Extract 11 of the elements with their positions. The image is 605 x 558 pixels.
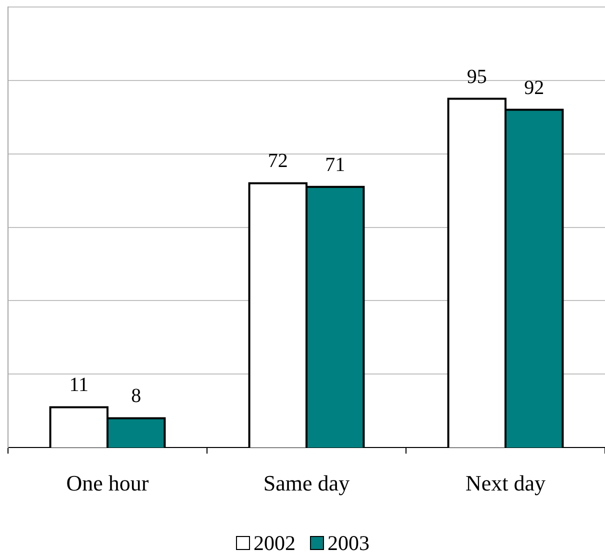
data-label: 92 [524, 76, 544, 99]
x-tick-label: Next day [465, 470, 546, 496]
data-label: 72 [268, 150, 288, 172]
legend-label: 2003 [328, 531, 370, 555]
data-label: 95 [466, 66, 487, 88]
data-label: 11 [69, 374, 89, 396]
data-label: 71 [325, 154, 346, 176]
x-tick-label: One hour [66, 470, 150, 496]
data-label: 8 [131, 385, 142, 408]
legend-label: 2002 [254, 531, 296, 555]
x-tick-label: Same day [263, 470, 350, 496]
